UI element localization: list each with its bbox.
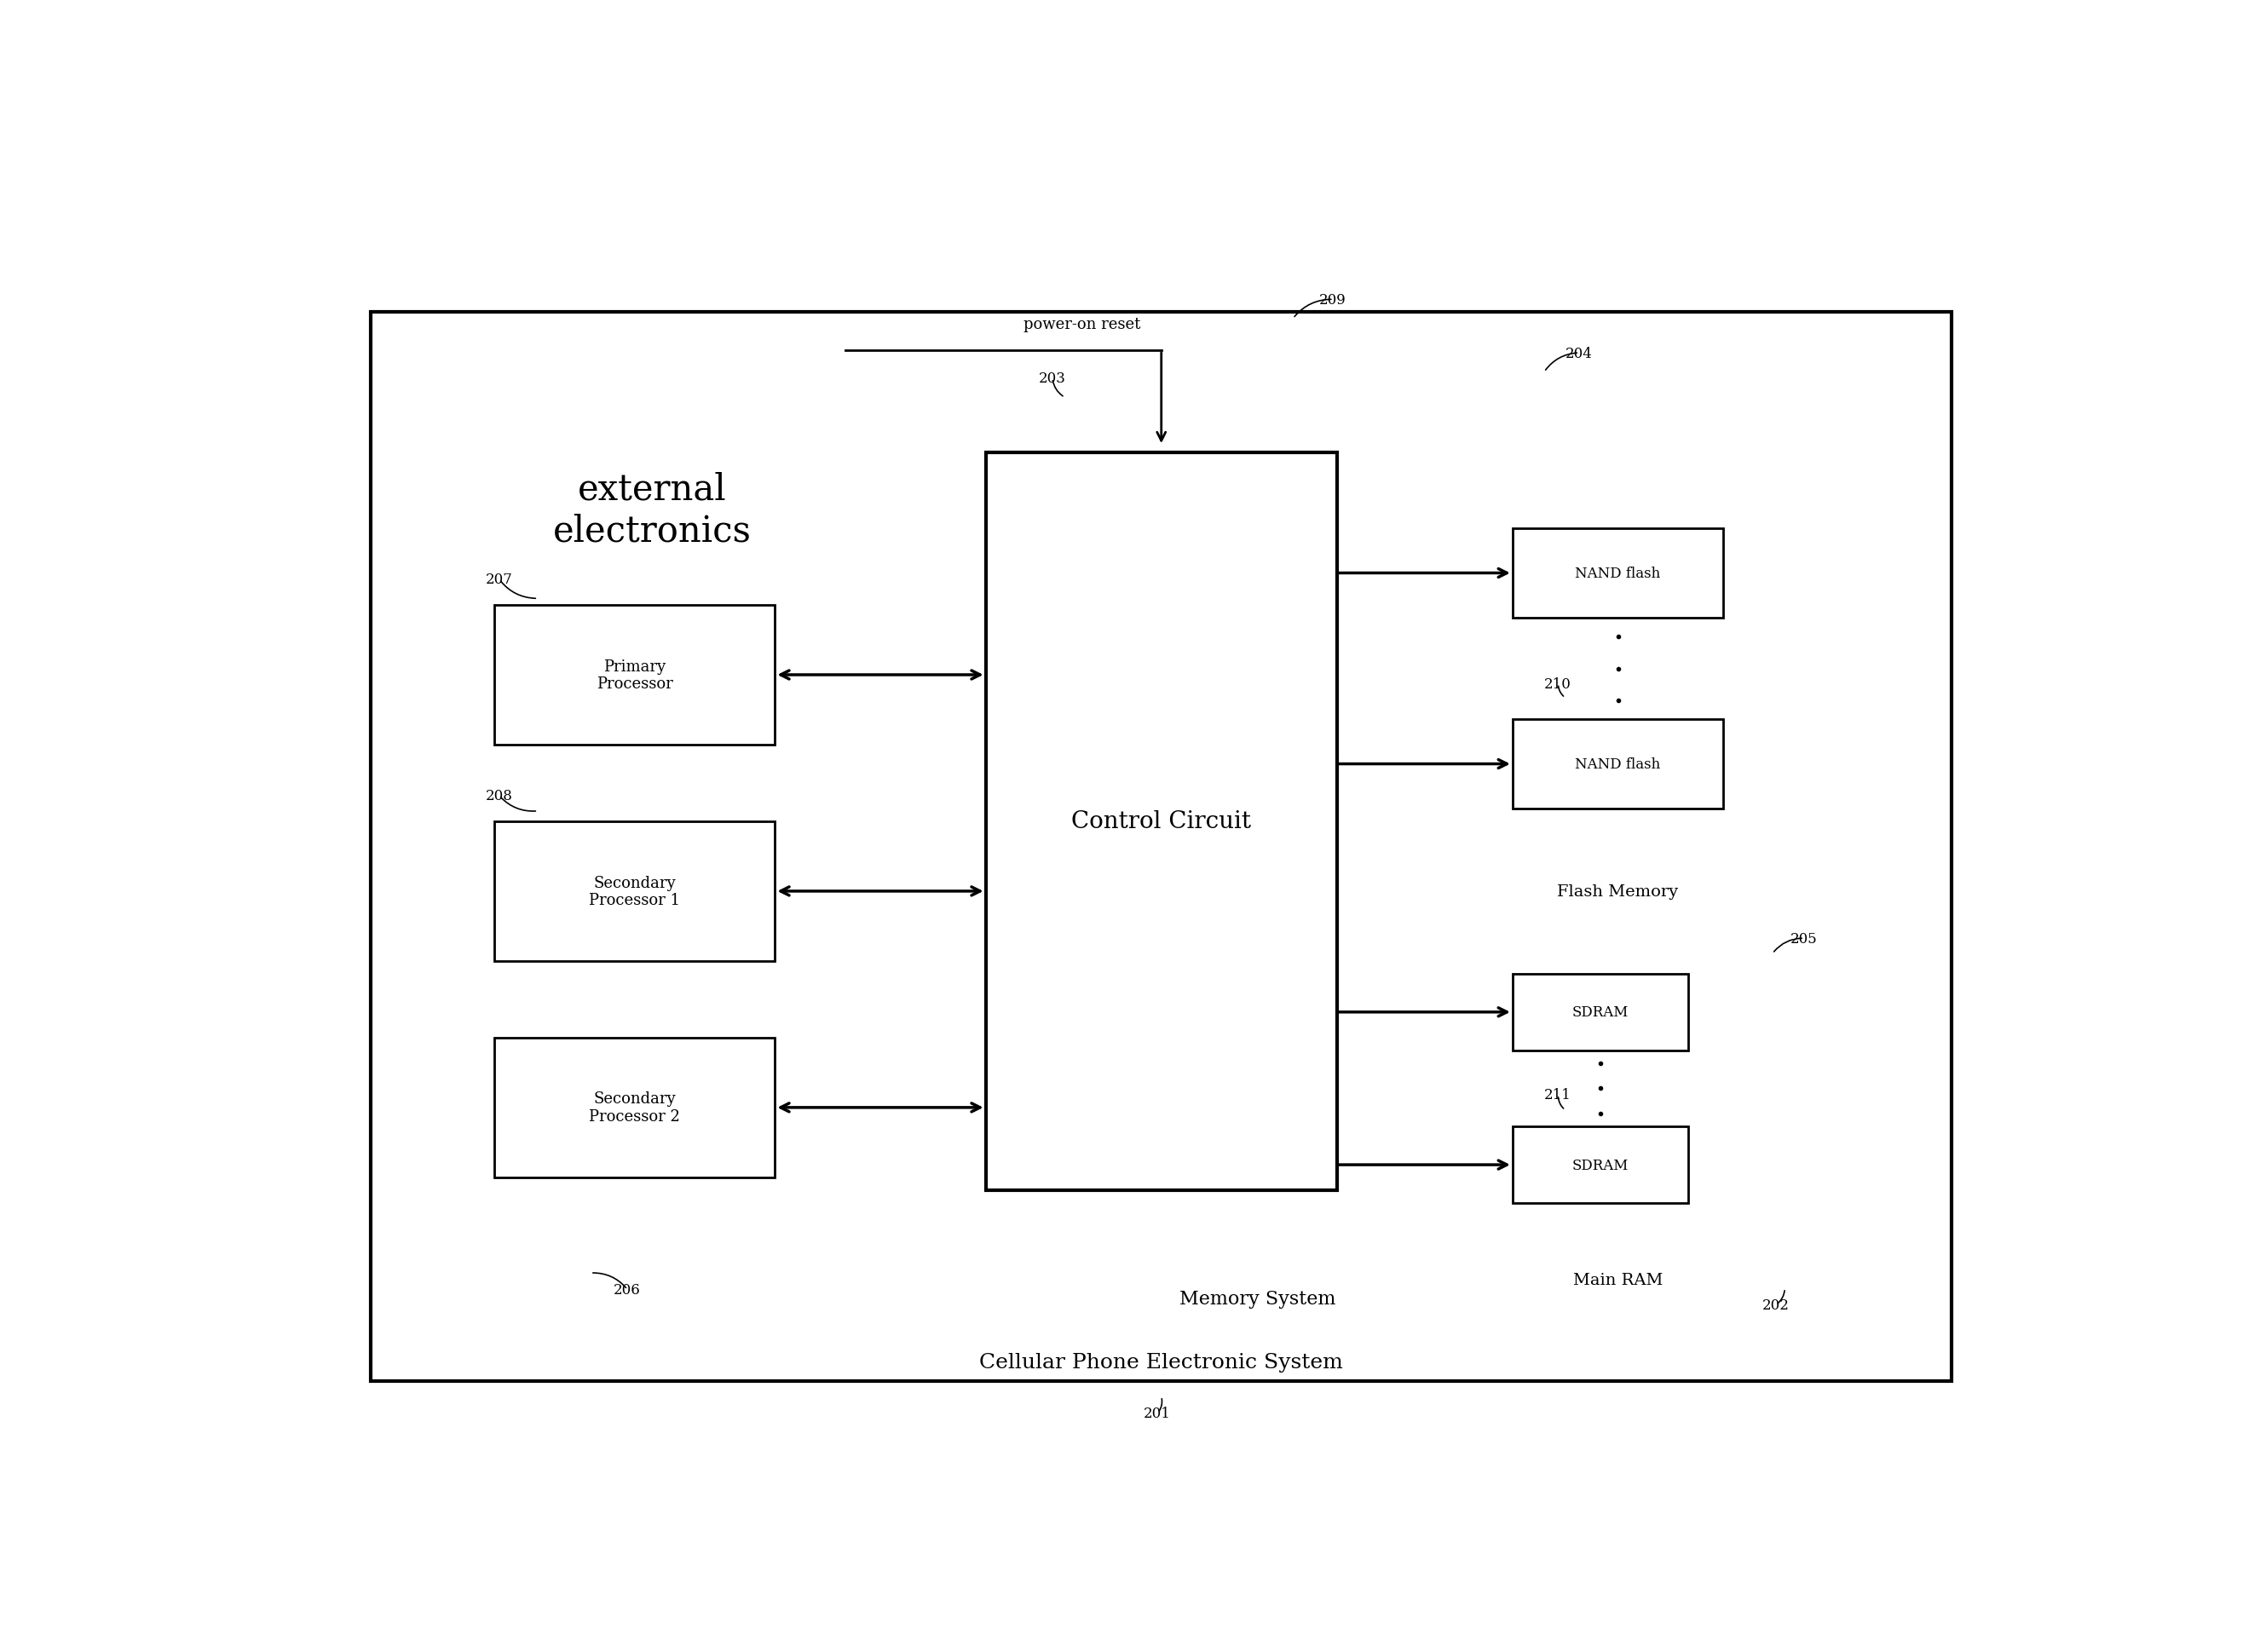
Text: external
electronics: external electronics: [553, 471, 752, 548]
Text: power-on reset: power-on reset: [1024, 317, 1140, 332]
Text: 210: 210: [1543, 677, 1570, 692]
Text: Secondary
Processor 2: Secondary Processor 2: [589, 1092, 680, 1125]
Text: 207: 207: [485, 573, 512, 586]
Text: 201: 201: [1144, 1406, 1172, 1421]
Bar: [494, 821, 775, 961]
Text: 202: 202: [1763, 1298, 1790, 1312]
Bar: [1425, 948, 1811, 1292]
Text: 206: 206: [614, 1282, 641, 1297]
Bar: [494, 1037, 775, 1178]
Text: 205: 205: [1790, 932, 1817, 947]
Bar: [1514, 529, 1722, 618]
Text: Secondary
Processor 1: Secondary Processor 1: [589, 876, 680, 909]
Text: 209: 209: [1319, 292, 1346, 307]
Text: Memory System: Memory System: [1181, 1289, 1337, 1308]
Text: 208: 208: [485, 790, 512, 803]
Text: SDRAM: SDRAM: [1573, 1004, 1629, 1019]
Bar: [494, 605, 775, 745]
Text: Control Circuit: Control Circuit: [1072, 809, 1251, 833]
Bar: [1514, 975, 1688, 1051]
Text: NAND flash: NAND flash: [1575, 567, 1661, 582]
Text: Cellular Phone Electronic System: Cellular Phone Electronic System: [979, 1353, 1344, 1371]
Bar: [986, 453, 1337, 1191]
Bar: [372, 312, 1951, 1381]
Text: Main RAM: Main RAM: [1573, 1272, 1663, 1287]
Bar: [458, 453, 845, 1267]
Text: Flash Memory: Flash Memory: [1557, 884, 1679, 899]
Bar: [1425, 401, 1811, 910]
Text: 204: 204: [1566, 347, 1593, 360]
Bar: [1514, 1127, 1688, 1203]
Text: NAND flash: NAND flash: [1575, 757, 1661, 771]
Text: 211: 211: [1543, 1087, 1570, 1102]
Bar: [1514, 720, 1722, 809]
Text: 203: 203: [1038, 372, 1065, 387]
Text: Primary
Processor: Primary Processor: [596, 659, 673, 692]
Bar: [915, 377, 1881, 1318]
Text: SDRAM: SDRAM: [1573, 1158, 1629, 1173]
